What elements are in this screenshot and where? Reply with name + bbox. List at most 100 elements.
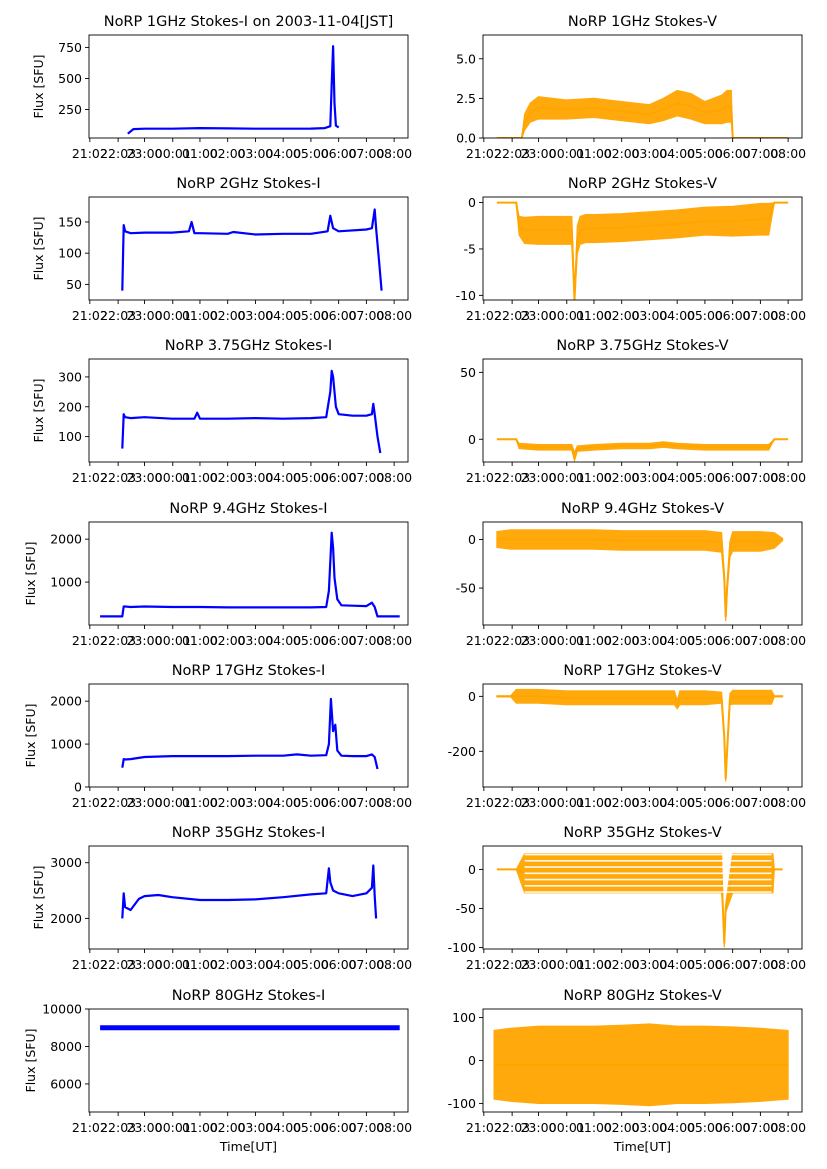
x-tick-label: 02:00 bbox=[210, 957, 246, 972]
x-tick-label: 01:00 bbox=[182, 795, 218, 810]
series-group bbox=[496, 438, 789, 462]
y-tick-label: 0.0 bbox=[456, 131, 476, 146]
x-tick-label: 05:00 bbox=[687, 470, 723, 485]
x-tick-label: 23:00 bbox=[126, 470, 162, 485]
x-tick-label: 03:00 bbox=[237, 146, 273, 161]
x-axis-label: Time[UT] bbox=[613, 1139, 671, 1154]
x-tick-label: 22:03 bbox=[494, 146, 530, 161]
plot-frame bbox=[482, 845, 803, 950]
x-tick-label: 08:00 bbox=[770, 957, 806, 972]
x-tick-label: 03:00 bbox=[631, 795, 667, 810]
x-tick-label: 00:01 bbox=[155, 308, 191, 323]
x-tick-label: 05:00 bbox=[293, 795, 329, 810]
panel-title: NoRP 35GHz Stokes-V bbox=[563, 825, 721, 841]
x-tick-label: 08:00 bbox=[376, 470, 412, 485]
plot-frame bbox=[88, 521, 409, 626]
series-group bbox=[121, 864, 378, 919]
x-tick-label: 07:00 bbox=[742, 470, 778, 485]
y-axis-label: Flux [SFU] bbox=[23, 704, 38, 768]
y-axis-label: Flux [SFU] bbox=[31, 866, 46, 930]
plot-frame bbox=[482, 683, 803, 788]
y-tick-label: 0 bbox=[468, 195, 476, 210]
x-tick-label: 21:02 bbox=[72, 470, 108, 485]
x-tick-label: 22:03 bbox=[494, 957, 530, 972]
y-tick-label: 0 bbox=[468, 432, 476, 447]
x-tick-label: 01:00 bbox=[576, 146, 612, 161]
series-group bbox=[121, 369, 382, 454]
x-tick-label: 00:01 bbox=[549, 308, 585, 323]
x-tick-label: 04:00 bbox=[265, 957, 301, 972]
x-tick-label: 01:00 bbox=[576, 633, 612, 648]
plot-frame bbox=[88, 358, 409, 463]
y-tick-label: 1000 bbox=[50, 737, 82, 752]
y-tick-label: 10000 bbox=[42, 1002, 82, 1017]
x-tick-label: 03:00 bbox=[631, 1120, 667, 1135]
x-tick-label: 02:00 bbox=[604, 146, 640, 161]
x-tick-label: 02:00 bbox=[210, 470, 246, 485]
x-tick-label: 04:00 bbox=[659, 146, 695, 161]
x-tick-label: 22:03 bbox=[100, 146, 136, 161]
panel-title: NoRP 1GHz Stokes-V bbox=[568, 14, 717, 30]
x-tick-label: 06:00 bbox=[321, 470, 357, 485]
series-group bbox=[493, 1023, 789, 1107]
series-group bbox=[496, 529, 784, 622]
y-tick-label: 2000 bbox=[50, 532, 82, 547]
x-tick-label: 05:00 bbox=[687, 308, 723, 323]
x-tick-label: 03:00 bbox=[237, 633, 273, 648]
panel-title: NoRP 3.75GHz Stokes-V bbox=[556, 338, 728, 354]
x-tick-label: 06:00 bbox=[715, 633, 751, 648]
x-tick-label: 21:02 bbox=[466, 308, 502, 323]
x-tick-label: 02:00 bbox=[210, 795, 246, 810]
x-tick-label: 03:00 bbox=[237, 470, 273, 485]
x-tick-label: 00:01 bbox=[549, 633, 585, 648]
y-axis-label: Flux [SFU] bbox=[31, 217, 46, 281]
x-tick-label: 01:00 bbox=[576, 308, 612, 323]
series-group bbox=[121, 208, 383, 291]
y-tick-label: 0 bbox=[468, 862, 476, 877]
x-tick-label: 06:00 bbox=[715, 308, 751, 323]
x-tick-label: 07:00 bbox=[742, 957, 778, 972]
x-tick-label: 22:03 bbox=[100, 957, 136, 972]
x-tick-label: 00:01 bbox=[549, 470, 585, 485]
x-tick-label: 04:00 bbox=[265, 633, 301, 648]
panel-5: 10020030021:0222:0323:0000:0101:0002:000… bbox=[31, 338, 412, 485]
y-tick-label: 100 bbox=[452, 1010, 476, 1025]
x-tick-label: 00:01 bbox=[549, 957, 585, 972]
x-tick-label: 05:00 bbox=[293, 308, 329, 323]
panel-1: 25050075021:0222:0323:0000:0101:0002:000… bbox=[31, 14, 412, 161]
x-tick-label: 04:00 bbox=[659, 308, 695, 323]
x-tick-label: 23:00 bbox=[520, 795, 556, 810]
x-tick-label: 03:00 bbox=[237, 308, 273, 323]
series-group bbox=[127, 45, 340, 135]
x-tick-label: 07:00 bbox=[348, 795, 384, 810]
x-tick-label: 05:00 bbox=[687, 957, 723, 972]
x-tick-label: 04:00 bbox=[265, 470, 301, 485]
panel-8: -50021:0222:0323:0000:0101:0002:0003:000… bbox=[456, 501, 807, 648]
panel-title: NoRP 80GHz Stokes-V bbox=[563, 988, 721, 1004]
x-tick-label: 08:00 bbox=[770, 470, 806, 485]
x-tick-label: 21:02 bbox=[466, 470, 502, 485]
x-tick-label: 06:00 bbox=[715, 1120, 751, 1135]
x-tick-label: 21:02 bbox=[466, 1120, 502, 1135]
y-tick-label: 2.5 bbox=[456, 91, 476, 106]
x-tick-label: 23:00 bbox=[126, 957, 162, 972]
x-tick-label: 07:00 bbox=[348, 1120, 384, 1135]
stokes-i-line bbox=[121, 864, 378, 919]
x-tick-label: 02:00 bbox=[604, 470, 640, 485]
x-tick-label: 08:00 bbox=[770, 633, 806, 648]
panel-title: NoRP 1GHz Stokes-I on 2003-11-04[JST] bbox=[104, 14, 394, 30]
x-tick-label: 00:01 bbox=[549, 146, 585, 161]
x-tick-label: 06:00 bbox=[321, 795, 357, 810]
x-tick-label: 06:00 bbox=[321, 1120, 357, 1135]
panel-title: NoRP 9.4GHz Stokes-V bbox=[561, 501, 724, 517]
x-tick-label: 08:00 bbox=[376, 308, 412, 323]
x-tick-label: 22:03 bbox=[494, 1120, 530, 1135]
stokes-v-line bbox=[496, 438, 789, 460]
series-group bbox=[496, 688, 784, 782]
series-group bbox=[100, 531, 400, 618]
x-tick-label: 22:03 bbox=[100, 308, 136, 323]
panel-title: NoRP 9.4GHz Stokes-I bbox=[169, 501, 327, 517]
x-tick-label: 05:00 bbox=[687, 633, 723, 648]
stokes-v-band bbox=[496, 202, 789, 300]
x-tick-label: 05:00 bbox=[293, 470, 329, 485]
